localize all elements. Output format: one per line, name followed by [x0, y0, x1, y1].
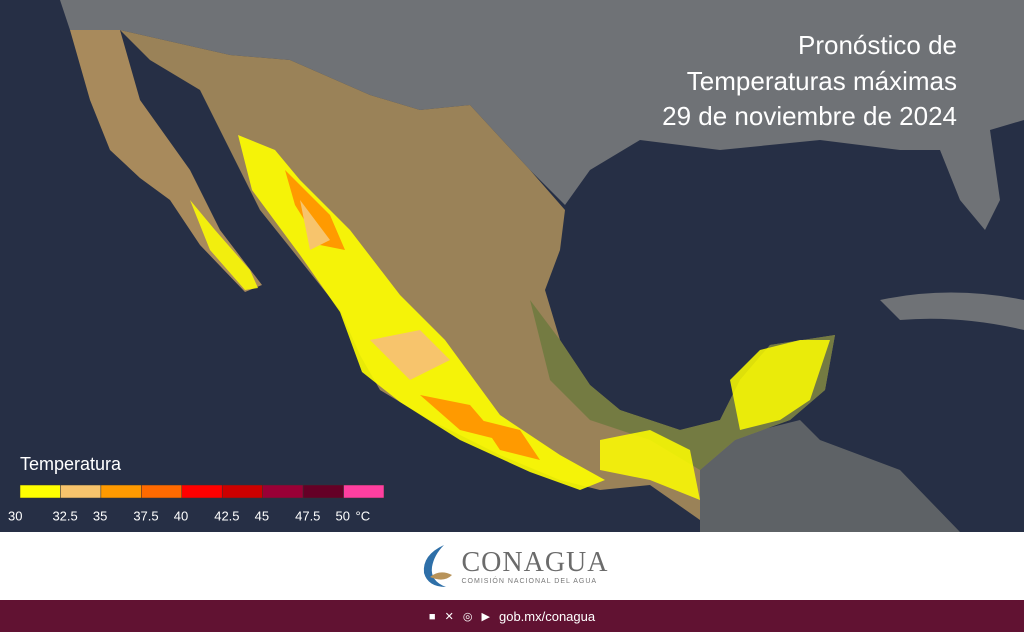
- logo-icon: [423, 545, 452, 587]
- legend-unit: °C: [356, 508, 371, 523]
- legend-tick-label: 32.5: [52, 508, 77, 523]
- footer: ■ ✕ ◎ ▶ gob.mx/conagua: [0, 600, 1024, 632]
- heat-hot: [285, 170, 540, 460]
- legend-swatch: [262, 484, 304, 499]
- legend-tick-label: 35: [93, 508, 107, 523]
- title-line: Temperaturas máximas: [687, 66, 957, 96]
- legend-swatch: [221, 484, 263, 499]
- title-line: Pronóstico de: [798, 30, 957, 60]
- mexico-land: [120, 30, 835, 520]
- legend-swatch: [181, 484, 223, 499]
- legend-title: Temperatura: [20, 454, 122, 474]
- legend-swatch: [302, 484, 344, 499]
- cuba: [880, 292, 1024, 330]
- central-america: [700, 420, 960, 532]
- usa-land: [60, 0, 1024, 230]
- legend-tick-label: 30: [8, 508, 22, 523]
- legend-swatch: [19, 484, 61, 499]
- legend-swatch: [343, 484, 385, 499]
- legend-tick-label: 42.5: [214, 508, 239, 523]
- legend-tick-label: 50: [336, 508, 350, 523]
- legend-swatch: [141, 484, 183, 499]
- logo-band: CONAGUA COMISIÓN NACIONAL DEL AGUA: [0, 532, 1024, 600]
- legend-tick-label: 45: [255, 508, 269, 523]
- legend: 30 32.5 35 37.5 40 42.5 45 47.5 50 °C: [8, 484, 385, 523]
- green-lowlands: [530, 300, 835, 470]
- legend-swatch: [60, 484, 102, 499]
- legend-tick-label: 40: [174, 508, 188, 523]
- logo-subtitle: COMISIÓN NACIONAL DEL AGUA: [461, 577, 598, 585]
- logo-text: CONAGUA COMISIÓN NACIONAL DEL AGUA: [461, 546, 609, 585]
- legend-swatch: [100, 484, 142, 499]
- heat-warm: [300, 200, 450, 380]
- legend-tick-label: 37.5: [133, 508, 158, 523]
- footer-link[interactable]: gob.mx/conagua: [498, 608, 596, 624]
- legend-tick-label: 47.5: [295, 508, 320, 523]
- baja-california: [70, 30, 262, 292]
- social-icons: ■ ✕ ◎ ▶: [428, 610, 493, 623]
- logo-name: CONAGUA: [461, 546, 609, 578]
- title: Pronóstico de Temperaturas máximas 29 de…: [662, 30, 957, 131]
- title-line: 29 de noviembre de 2024: [662, 101, 957, 131]
- forecast-map: Pronóstico de Temperaturas máximas 29 de…: [0, 0, 1024, 532]
